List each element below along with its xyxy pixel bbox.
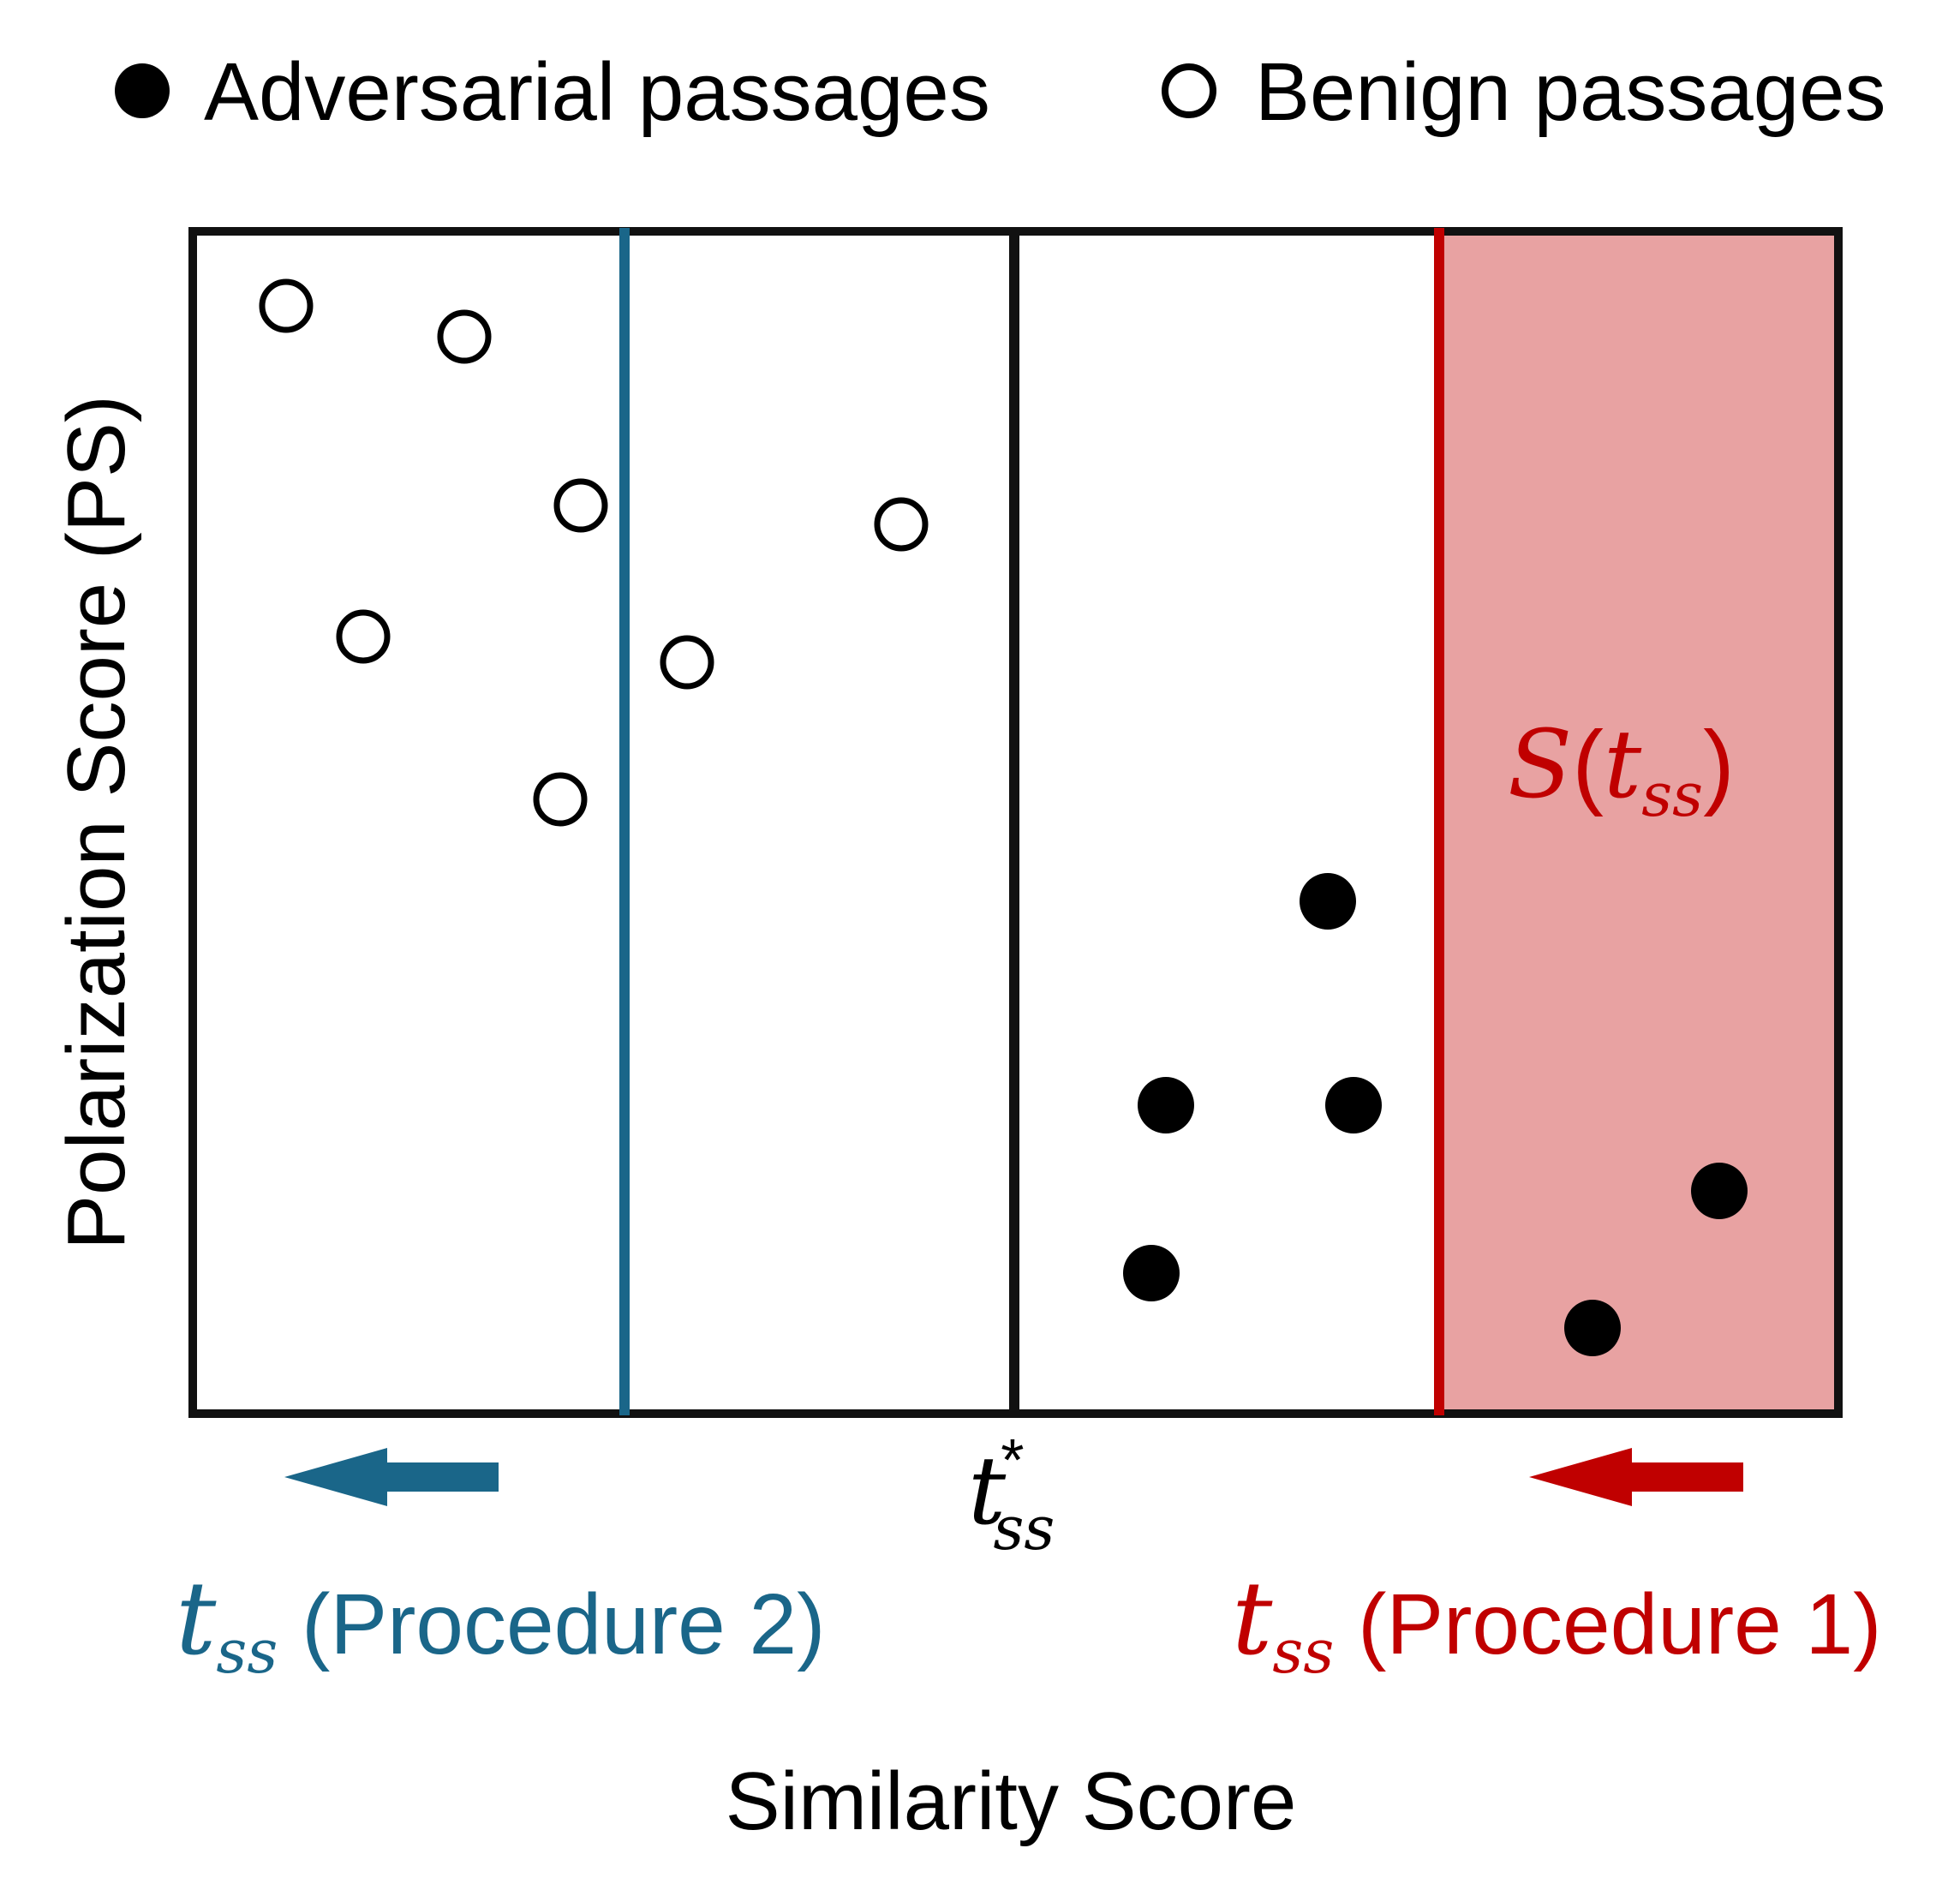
optimal-threshold-label: t* ss: [968, 1426, 1055, 1564]
region-label: S(tss): [1508, 709, 1735, 830]
benign-point: [874, 497, 929, 552]
procedure2-arrow-icon: [284, 1448, 499, 1506]
benign-point: [553, 478, 608, 533]
adversarial-point: [1325, 1077, 1382, 1133]
x-axis-label: Similarity Score: [726, 1755, 1297, 1847]
benign-point: [336, 609, 391, 664]
benign-marker-icon: [1162, 63, 1216, 118]
benign-point: [533, 772, 588, 827]
benign-points: [259, 278, 929, 827]
benign-point: [437, 309, 492, 364]
legend-benign-label: Benign passages: [1255, 46, 1886, 138]
adversarial-point: [1138, 1077, 1194, 1133]
adversarial-point: [1564, 1300, 1621, 1356]
adversarial-point: [1691, 1163, 1748, 1219]
legend: Adversarial passages Benign passages: [115, 46, 1886, 138]
adversarial-points: [1123, 873, 1748, 1356]
selected-region: [1439, 231, 1838, 1414]
y-axis-label: Polarization Score (PS): [51, 395, 142, 1250]
adversarial-point: [1300, 873, 1356, 930]
benign-point: [259, 278, 314, 333]
benign-point: [660, 635, 714, 690]
procedure1-arrow-icon: [1529, 1448, 1743, 1506]
procedure1-label: tss (Procedure 1): [1232, 1559, 1881, 1687]
legend-adversarial-label: Adversarial passages: [204, 46, 990, 138]
adversarial-marker-icon: [115, 63, 170, 118]
procedure2-label: tss (Procedure 2): [176, 1559, 825, 1687]
adversarial-point: [1123, 1245, 1180, 1301]
